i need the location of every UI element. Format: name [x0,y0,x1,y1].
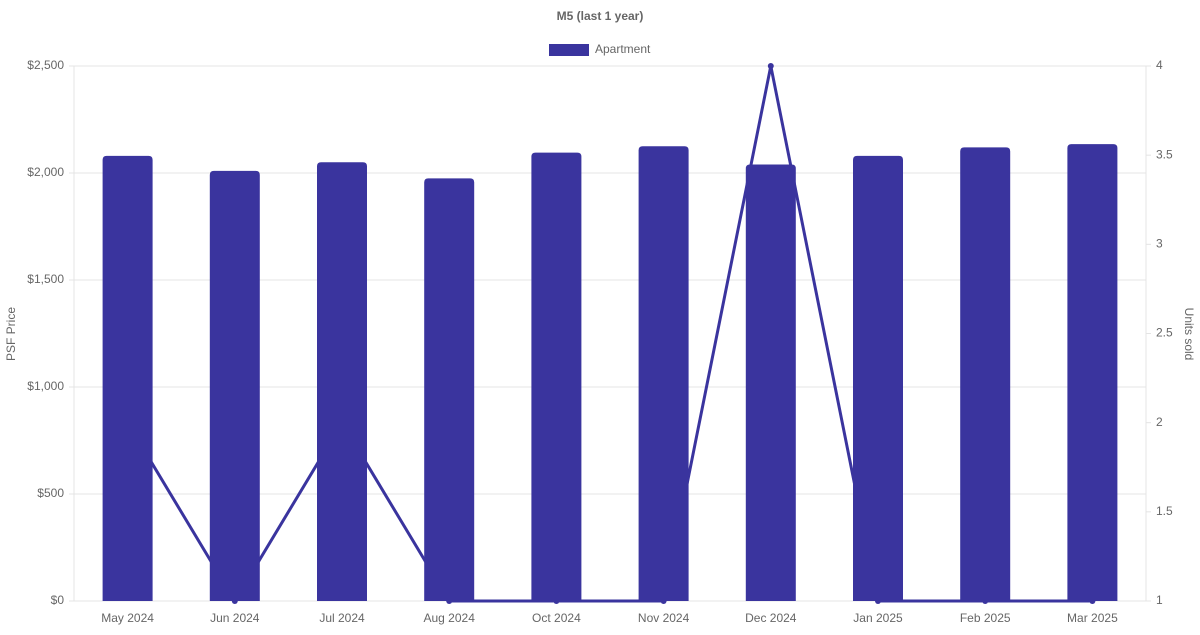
legend-label: Apartment [595,42,651,56]
x-tick-label: Mar 2025 [1067,611,1118,625]
y-axis-title: PSF Price [4,307,18,361]
x-tick-label: Dec 2024 [745,611,797,625]
bar [638,146,689,601]
y2-tick-label: 1 [1156,593,1163,607]
y2-tick-label: 3.5 [1156,147,1173,161]
bar [1067,144,1118,602]
bar [209,170,260,602]
bar [317,162,367,602]
line [126,65,1093,604]
y2-tick-label: 3 [1156,237,1163,251]
x-tick-label: May 2024 [101,611,154,625]
y2-axis-title: Units sold [1182,308,1196,361]
bar [424,178,475,601]
chart-title: M5 (last 1 year) [557,9,644,23]
y2-tick-label: 2.5 [1156,326,1173,340]
x-tick-label: Feb 2025 [960,611,1011,625]
bar [531,152,582,602]
x-tick-label: Aug 2024 [424,611,476,625]
y-tick-label: $0 [51,593,65,607]
y-tick-label: $2,500 [27,58,64,72]
bar [102,155,153,601]
bar [853,155,903,601]
x-tick-label: Jul 2024 [319,611,365,625]
y-tick-label: $500 [37,486,64,500]
x-tick-label: Oct 2024 [532,611,581,625]
x-tick-label: Nov 2024 [638,611,690,625]
bar [960,147,1011,601]
y2-tick-label: 2 [1156,415,1163,429]
x-tick-label: Jan 2025 [853,611,903,625]
legend-swatch [549,44,589,56]
line-point [767,63,774,69]
bar [745,164,796,601]
y-tick-label: $1,500 [27,272,64,286]
x-tick-label: Jun 2024 [210,611,260,625]
y2-tick-label: 4 [1156,58,1163,72]
y-tick-label: $1,000 [27,379,64,393]
y-tick-label: $2,000 [27,165,64,179]
y2-tick-label: 1.5 [1156,504,1173,518]
